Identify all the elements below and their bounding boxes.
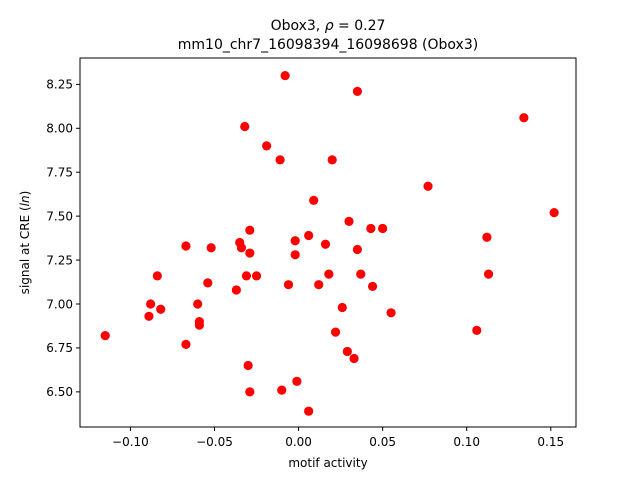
data-point xyxy=(245,248,255,258)
data-point xyxy=(203,278,213,288)
data-point xyxy=(181,241,191,251)
data-point xyxy=(283,280,294,290)
data-point xyxy=(320,239,331,249)
x-tick-label: 0.10 xyxy=(453,435,480,449)
y-tick-label: 7.00 xyxy=(46,297,73,311)
data-point xyxy=(146,299,156,309)
data-point xyxy=(181,339,191,350)
data-point xyxy=(356,269,366,279)
data-point xyxy=(352,86,363,96)
y-tick-label: 7.25 xyxy=(46,253,73,267)
data-point xyxy=(386,308,396,318)
y-tick-label: 7.75 xyxy=(46,166,73,180)
data-point xyxy=(206,243,216,253)
data-point xyxy=(194,320,204,330)
data-point xyxy=(245,225,255,235)
x-tick-label: −0.10 xyxy=(112,435,149,449)
data-point xyxy=(290,236,300,246)
data-point xyxy=(240,121,250,132)
data-point xyxy=(275,155,285,165)
x-tick-label: 0.00 xyxy=(285,435,312,449)
y-tick-label: 8.25 xyxy=(46,78,73,92)
y-tick-label: 7.50 xyxy=(46,209,73,223)
data-point xyxy=(243,360,253,371)
data-point xyxy=(290,250,300,260)
data-point xyxy=(236,243,247,253)
data-point xyxy=(483,269,494,279)
data-point xyxy=(277,385,287,395)
data-point xyxy=(324,269,334,279)
data-point xyxy=(349,353,359,364)
chart-title-line-1: Obox3, ρ = 0.27 xyxy=(271,18,386,34)
chart-title-line-2: mm10_chr7_16098394_16098698 (Obox3) xyxy=(178,37,478,53)
plot-frame xyxy=(79,57,577,428)
x-axis-label: motif activity xyxy=(288,456,367,470)
data-point xyxy=(352,244,363,255)
y-axis-label: signal at CRE (ln) xyxy=(18,191,32,295)
data-point xyxy=(549,208,559,218)
data-point xyxy=(342,346,352,357)
data-point xyxy=(152,271,162,281)
data-point xyxy=(314,280,324,290)
data-point xyxy=(337,302,347,313)
data-point xyxy=(193,299,203,309)
data-point xyxy=(251,271,262,281)
x-tick-label: −0.05 xyxy=(196,435,233,449)
data-point xyxy=(519,113,529,123)
x-tick-label: 0.15 xyxy=(537,435,564,449)
data-point xyxy=(304,230,314,241)
y-tick-label: 8.00 xyxy=(46,122,73,136)
data-point xyxy=(378,223,388,234)
y-tick-label: 6.50 xyxy=(46,385,73,399)
data-point xyxy=(292,376,302,386)
data-point xyxy=(156,304,166,314)
x-tick-label: 0.05 xyxy=(369,435,396,449)
data-point xyxy=(330,327,341,337)
data-point xyxy=(472,325,482,335)
points-layer xyxy=(100,70,559,416)
data-point xyxy=(231,285,241,295)
y-tick-label: 6.75 xyxy=(46,341,73,355)
y-axis-ticks: 6.50 6.75 7.00 7.25 7.50 7.75 8.00 8.25 xyxy=(46,78,80,399)
data-point xyxy=(366,223,376,234)
data-point xyxy=(262,141,272,151)
data-point xyxy=(482,232,492,242)
data-point xyxy=(344,216,354,227)
data-point xyxy=(100,331,110,341)
data-point xyxy=(144,311,154,321)
data-point xyxy=(367,281,378,292)
data-point xyxy=(241,271,252,281)
data-point xyxy=(304,406,314,416)
data-point xyxy=(327,155,337,165)
data-point xyxy=(280,70,290,81)
data-point xyxy=(309,195,319,205)
data-point xyxy=(423,181,433,191)
x-axis-ticks: −0.10 −0.05 0.00 0.05 0.10 0.15 xyxy=(112,427,564,449)
data-point xyxy=(245,387,255,397)
